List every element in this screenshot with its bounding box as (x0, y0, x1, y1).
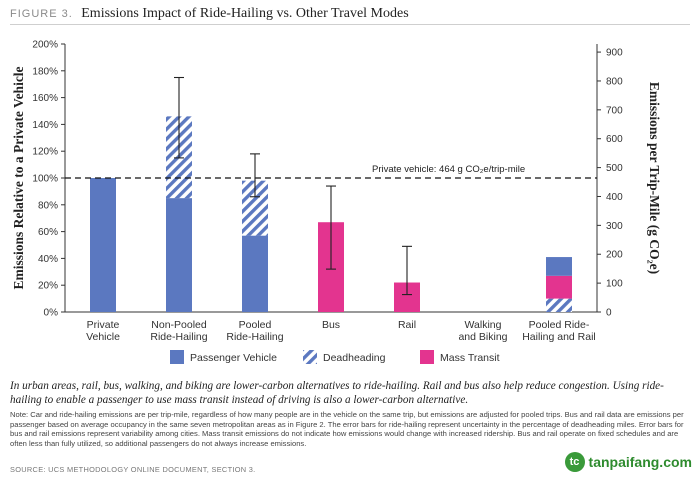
watermark-text: tanpaifang.com (588, 454, 692, 470)
figure-title: Emissions Impact of Ride-Hailing vs. Oth… (81, 6, 409, 21)
y-tick-label-right: 300 (606, 221, 623, 232)
emissions-chart: 0% 20% 40% 60% 80% 100% 120% 140% 160% 180% 200% 0 1… (11, 40, 662, 364)
bar-passenger-vehicle (242, 235, 268, 312)
y-tick-label-right: 600 (606, 134, 623, 145)
bar-segment (546, 257, 572, 276)
legend-label-deadheading: Deadheading (323, 352, 386, 364)
chart-area: 0% 20% 40% 60% 80% 100% 120% 140% 160% 180% 200% 0 1… (0, 26, 700, 376)
y-axis-label-left: Emissions Relative to a Private Vehicle (11, 66, 26, 289)
y-tick-label-left: 140% (32, 120, 58, 131)
y-tick-label-left: 200% (32, 40, 58, 51)
x-tick-label: Bus (322, 319, 340, 331)
legend-label-passenger-vehicle: Passenger Vehicle (190, 352, 277, 364)
y-tick-label-left: 160% (32, 93, 58, 104)
x-tick-label: Pooled Ride- (529, 319, 590, 331)
figure-caption: In urban areas, rail, bus, walking, and … (10, 380, 664, 406)
figure-note: Note: Car and ride-hailing emissions are… (10, 410, 684, 448)
y-tick-label-left: 40% (38, 254, 58, 265)
y-axis-label-right: Emissions per Trip-Mile (g CO₂e) (647, 82, 662, 274)
legend-swatch-deadheading (303, 350, 317, 364)
bar-passenger-vehicle (90, 178, 116, 312)
x-tick-label: Walking (465, 319, 502, 331)
x-tick-label: Ride-Hailing (226, 331, 283, 343)
reference-line-label: Private vehicle: 464 g CO₂e/trip-mile (372, 164, 525, 175)
legend-swatch-mass-transit (420, 350, 434, 364)
y-tick-label-right: 500 (606, 163, 623, 174)
x-tick-label: Hailing and Rail (522, 331, 596, 343)
x-tick-label: Ride-Hailing (150, 331, 207, 343)
y-tick-label-left: 20% (38, 281, 58, 292)
y-tick-label-left: 120% (32, 147, 58, 158)
y-tick-label-right: 900 (606, 48, 623, 59)
legend-label-mass-transit: Mass Transit (440, 352, 500, 364)
y-tick-label-left: 180% (32, 66, 58, 77)
bar-passenger-vehicle (166, 198, 192, 312)
bar-mass-transit (546, 275, 572, 299)
y-tick-label-right: 0 (606, 308, 612, 319)
x-tick-label: Pooled (239, 319, 272, 331)
bar-deadheading (546, 298, 572, 312)
legend-swatch-passenger-vehicle (170, 350, 184, 364)
y-tick-label-right: 400 (606, 192, 623, 203)
y-tick-label-right: 800 (606, 76, 623, 87)
watermark: tc tanpaifang.com (564, 452, 692, 472)
header-divider (10, 24, 690, 25)
x-tick-label: Non-Pooled (151, 319, 207, 331)
y-tick-label-left: 60% (38, 227, 58, 238)
y-tick-label-right: 200 (606, 250, 623, 261)
y-tick-label-left: 0% (44, 308, 59, 319)
figure-label: FIGURE 3. (10, 8, 73, 20)
y-tick-label-left: 100% (32, 174, 58, 185)
figure-source: SOURCE: UCS METHODOLOGY ONLINE DOCUMENT,… (10, 465, 256, 474)
y-tick-label-left: 80% (38, 200, 58, 211)
y-tick-label-right: 700 (606, 105, 623, 116)
x-tick-label: Vehicle (86, 331, 120, 343)
x-tick-label: Private (87, 319, 120, 331)
watermark-logo-icon: tc (564, 452, 585, 472)
figure-header: FIGURE 3. Emissions Impact of Ride-Haili… (10, 4, 690, 26)
x-tick-label: Rail (398, 319, 416, 331)
y-tick-label-right: 100 (606, 279, 623, 290)
x-tick-label: and Biking (458, 331, 507, 343)
